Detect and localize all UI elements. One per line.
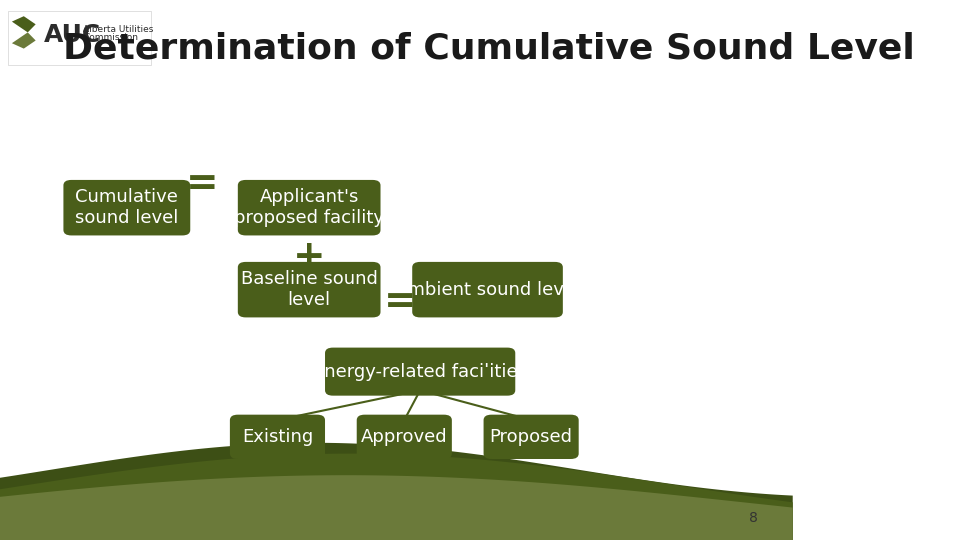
Text: Alberta Utilities: Alberta Utilities [84, 25, 154, 34]
Text: Existing: Existing [242, 428, 313, 446]
Text: Cumulative
sound level: Cumulative sound level [75, 188, 179, 227]
Polygon shape [0, 443, 793, 540]
FancyBboxPatch shape [238, 180, 380, 235]
FancyBboxPatch shape [325, 348, 516, 396]
Polygon shape [12, 32, 36, 49]
Text: AUC: AUC [43, 23, 101, 47]
FancyBboxPatch shape [238, 262, 380, 318]
FancyBboxPatch shape [357, 415, 452, 459]
Text: Approved: Approved [361, 428, 447, 446]
FancyBboxPatch shape [229, 415, 325, 459]
Text: Determination of Cumulative Sound Level: Determination of Cumulative Sound Level [63, 32, 915, 65]
Text: =: = [384, 284, 417, 321]
Polygon shape [12, 16, 36, 32]
Text: Ambient sound level: Ambient sound level [395, 281, 580, 299]
FancyBboxPatch shape [8, 11, 151, 65]
Text: Energy-related facilities: Energy-related facilities [313, 363, 527, 381]
FancyBboxPatch shape [63, 180, 190, 235]
Text: +: + [471, 362, 504, 400]
Text: Applicant's
proposed facility: Applicant's proposed facility [234, 188, 384, 227]
Text: =: = [186, 165, 219, 202]
Polygon shape [0, 454, 793, 540]
FancyBboxPatch shape [484, 415, 579, 459]
Text: Proposed: Proposed [490, 428, 572, 446]
Text: 8: 8 [749, 511, 757, 525]
FancyBboxPatch shape [412, 262, 563, 318]
Text: Commission: Commission [84, 33, 138, 42]
Text: +: + [293, 238, 325, 275]
Text: Baseline sound
level: Baseline sound level [241, 270, 377, 309]
Polygon shape [0, 475, 793, 540]
